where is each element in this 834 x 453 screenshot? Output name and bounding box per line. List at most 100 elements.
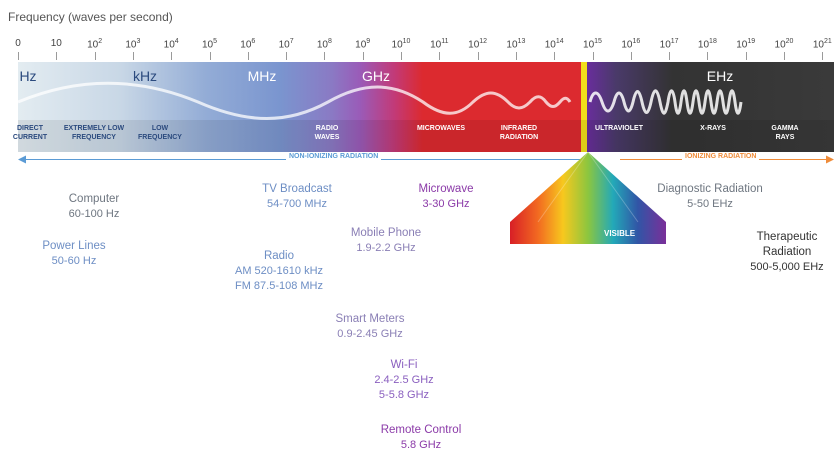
tick-mark bbox=[18, 52, 19, 60]
tick-mark bbox=[286, 52, 288, 60]
band-label-line: MICROWAVES bbox=[416, 125, 466, 132]
tick-mark bbox=[745, 52, 747, 60]
source-range: 2.4-2.5 GHz bbox=[374, 374, 434, 386]
tick-label: 1016 bbox=[621, 38, 641, 51]
source-range: FM 87.5-108 MHz bbox=[234, 280, 324, 292]
tick-mark bbox=[669, 52, 671, 60]
tick-mark bbox=[784, 52, 785, 60]
arrow-right-icon bbox=[826, 155, 834, 164]
source-name: Computer bbox=[68, 193, 120, 205]
unit-hz: Hz bbox=[19, 68, 37, 84]
source-name: Radio bbox=[263, 250, 295, 262]
visible-divider bbox=[581, 62, 587, 152]
tick-label: 103 bbox=[125, 38, 141, 51]
wave-short bbox=[588, 89, 743, 115]
tick-label: 0 bbox=[15, 38, 21, 49]
label-strip bbox=[18, 120, 834, 152]
tick-mark bbox=[401, 52, 402, 60]
source-range: 1.9-2.2 GHz bbox=[356, 242, 416, 254]
chart-title: Frequency (waves per second) bbox=[8, 10, 173, 24]
source-range: 54-700 MHz bbox=[267, 198, 327, 210]
tick-label: 109 bbox=[355, 38, 371, 51]
non-ionizing-arrow: NON-IONIZING RADIATION bbox=[18, 153, 584, 167]
tick-mark bbox=[132, 52, 134, 60]
source-radio: Radio AM 520-1610 kHz FM 87.5-108 MHz bbox=[235, 249, 323, 294]
band-label-line: RAYS bbox=[775, 134, 795, 141]
tick-mark bbox=[592, 52, 594, 60]
source-computer: Computer 60-100 Hz bbox=[69, 192, 120, 222]
unit-mhz: MHz bbox=[247, 68, 277, 84]
band-label-line: WAVES bbox=[314, 134, 340, 141]
source-smart-meters: Smart Meters 0.9-2.45 GHz bbox=[335, 312, 404, 342]
band-label-line: RADIATION bbox=[499, 134, 539, 141]
tick-mark bbox=[324, 52, 326, 60]
non-ionizing-band bbox=[18, 62, 588, 152]
source-name: Therapeutic bbox=[756, 231, 818, 243]
visible-label: VISIBLE bbox=[604, 229, 636, 238]
source-name: Smart Meters bbox=[335, 313, 405, 325]
tick-label: 1010 bbox=[391, 38, 411, 51]
source-name: Wi-Fi bbox=[390, 359, 418, 371]
tick-label: 1020 bbox=[774, 38, 794, 51]
source-therapeutic-radiation: Therapeutic Radiation 500-5,000 EHz bbox=[750, 230, 823, 275]
tick-mark bbox=[56, 52, 58, 60]
source-wifi: Wi-Fi 2.4-2.5 GHz 5-5.8 GHz bbox=[374, 358, 433, 403]
source-name: Radiation bbox=[762, 246, 812, 258]
tick-mark bbox=[707, 52, 709, 60]
band-label-ultraviolet: ULTRAVIOLET bbox=[595, 124, 643, 133]
ionizing-band bbox=[586, 62, 834, 152]
band-label-line: LOW bbox=[151, 125, 169, 132]
tick-label: 1011 bbox=[430, 38, 449, 51]
tick-mark bbox=[515, 52, 517, 60]
tick-label: 1014 bbox=[544, 38, 564, 51]
unit-khz: kHz bbox=[132, 68, 158, 84]
unit-ehz: EHz bbox=[706, 68, 734, 84]
source-remote-control: Remote Control 5.8 GHz bbox=[381, 423, 462, 453]
band-label-line: EXTREMELY LOW bbox=[63, 125, 125, 132]
source-mobile-phone: Mobile Phone 1.9-2.2 GHz bbox=[351, 226, 421, 256]
band-label-infrared: INFRARED RADIATION bbox=[500, 124, 538, 142]
wave-long bbox=[18, 81, 572, 120]
tick-mark bbox=[171, 52, 173, 60]
tick-label: 106 bbox=[240, 38, 256, 51]
band-label-line: FREQUENCY bbox=[138, 134, 182, 141]
tick-label: 108 bbox=[316, 38, 332, 51]
source-range: 3-30 GHz bbox=[422, 198, 470, 210]
ionizing-arrow: IONIZING RADIATION bbox=[620, 153, 834, 167]
source-range: 50-60 Hz bbox=[51, 255, 97, 267]
source-microwave: Microwave 3-30 GHz bbox=[419, 182, 474, 212]
tick-mark bbox=[439, 52, 441, 60]
ionizing-label: IONIZING RADIATION bbox=[682, 153, 760, 160]
tick-label: 1019 bbox=[736, 38, 756, 51]
source-range: 5-50 EHz bbox=[687, 198, 733, 210]
band-label-extremely-low: EXTREMELY LOW FREQUENCY bbox=[64, 124, 124, 142]
tick-label: 104 bbox=[163, 38, 179, 51]
tick-label: 1015 bbox=[583, 38, 602, 51]
band-label-xrays: X-RAYS bbox=[700, 124, 726, 133]
band-label-low-frequency: LOW FREQUENCY bbox=[138, 124, 182, 142]
band-label-line: FREQUENCY bbox=[72, 134, 116, 141]
source-name: TV Broadcast bbox=[262, 183, 332, 195]
tick-label: 107 bbox=[278, 38, 294, 51]
tick-mark bbox=[209, 52, 211, 60]
source-range: AM 520-1610 kHz bbox=[234, 265, 324, 277]
tick-mark bbox=[554, 52, 556, 60]
tick-label: 1017 bbox=[659, 38, 679, 51]
band-label-microwaves: MICROWAVES bbox=[417, 124, 465, 133]
tick-label: 102 bbox=[87, 38, 103, 51]
tick-mark bbox=[477, 52, 479, 60]
source-power-lines: Power Lines 50-60 Hz bbox=[42, 239, 105, 269]
band-label-line: INFRARED bbox=[500, 125, 538, 132]
source-name: Diagnostic Radiation bbox=[657, 183, 763, 195]
tick-label: 10 bbox=[50, 38, 62, 49]
band-label-line: DIRECT bbox=[16, 125, 44, 132]
spectrum-graphic bbox=[18, 62, 834, 152]
source-tv-broadcast: TV Broadcast 54-700 MHz bbox=[262, 182, 332, 212]
tick-label: 1021 bbox=[812, 38, 832, 51]
source-range: 5.8 GHz bbox=[400, 439, 442, 451]
source-range: 5-5.8 GHz bbox=[378, 389, 430, 401]
unit-ghz: GHz bbox=[362, 68, 390, 84]
band-label-line: X-RAYS bbox=[700, 125, 726, 132]
source-range: 0.9-2.45 GHz bbox=[337, 328, 403, 340]
source-name: Microwave bbox=[418, 183, 474, 195]
